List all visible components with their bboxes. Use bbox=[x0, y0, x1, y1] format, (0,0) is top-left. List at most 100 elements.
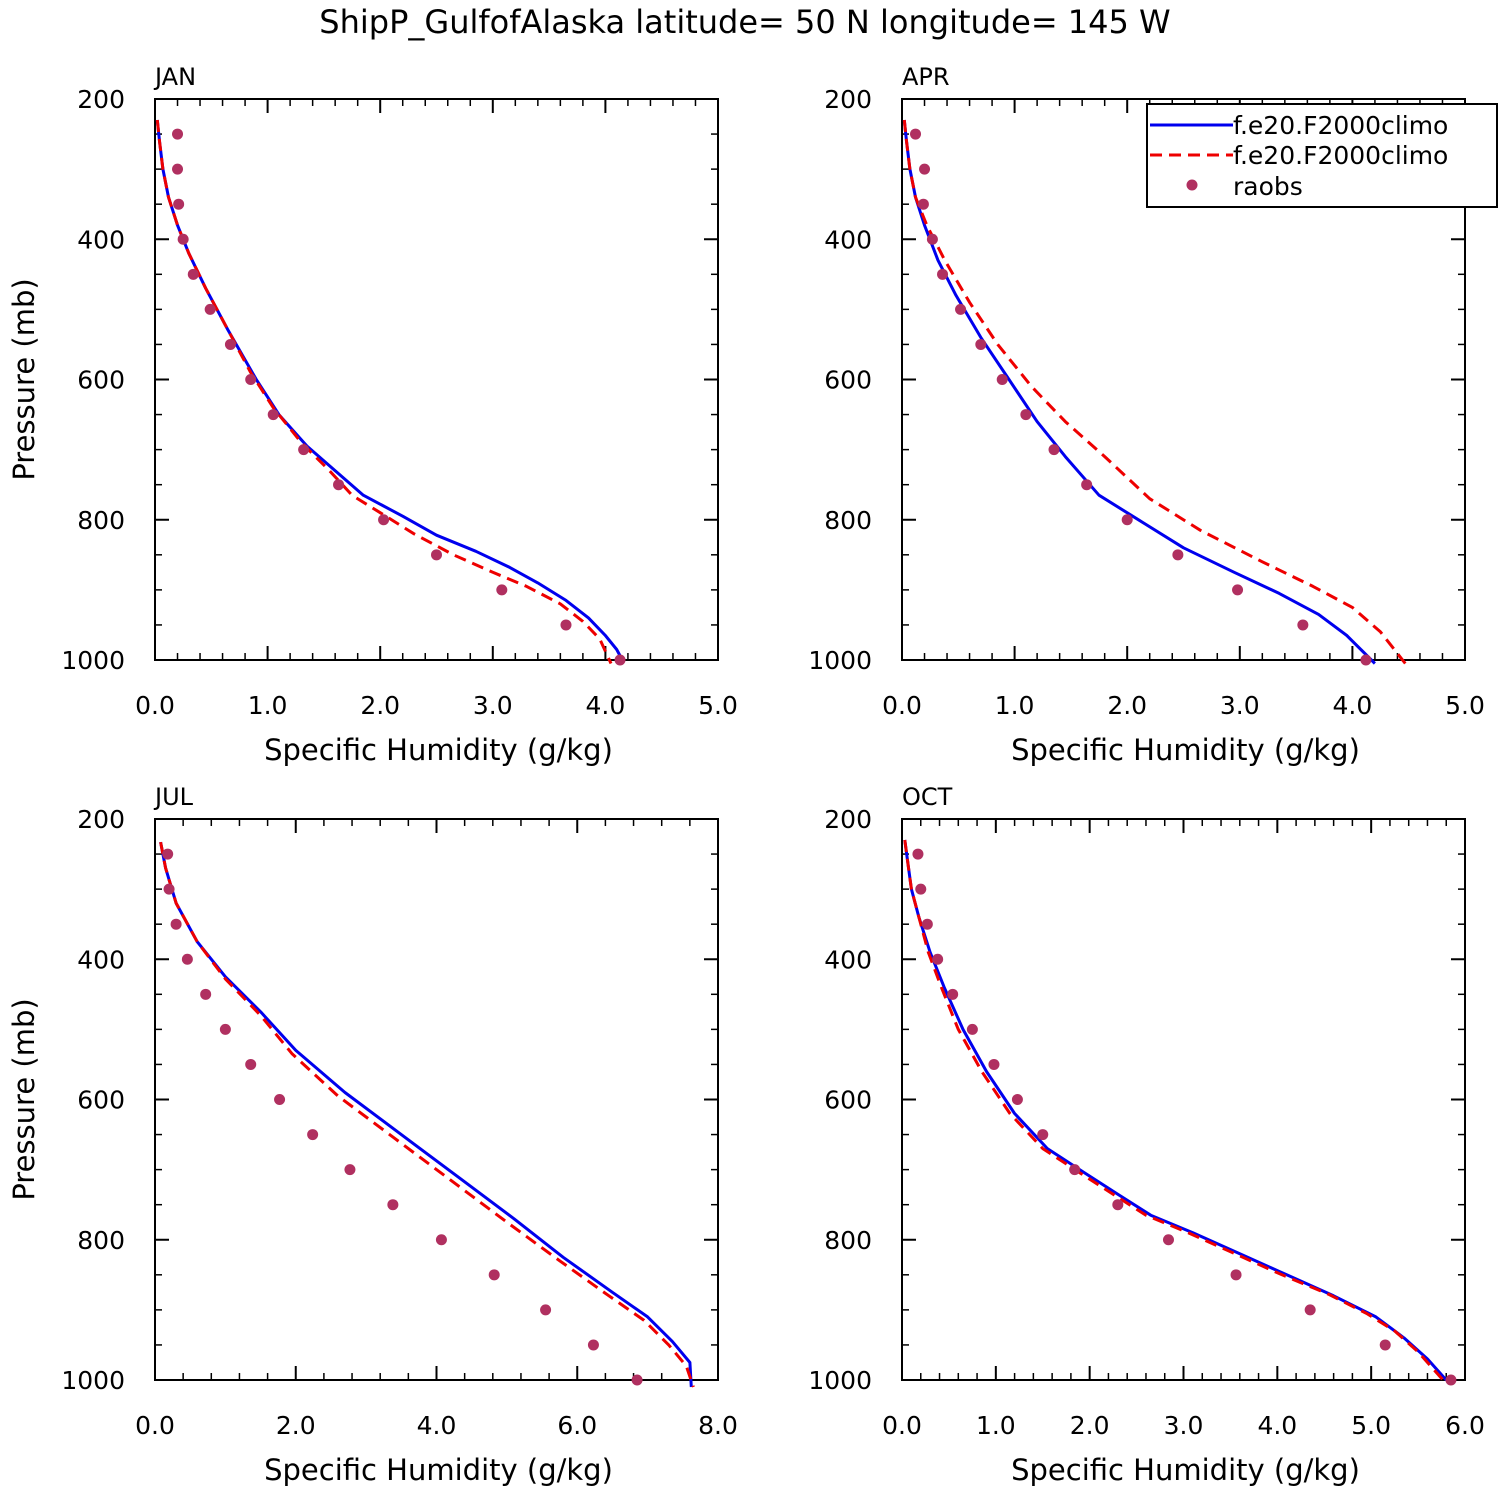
raobs-point bbox=[163, 883, 175, 895]
panel-title: OCT bbox=[902, 783, 953, 811]
panel-title: APR bbox=[902, 63, 950, 91]
x-tick-label: 0.0 bbox=[882, 1411, 922, 1440]
raobs-point bbox=[966, 1023, 978, 1035]
x-tick-label: 2.0 bbox=[1070, 1411, 1110, 1440]
raobs-point bbox=[988, 1058, 1000, 1070]
panel-title: JUL bbox=[153, 783, 194, 811]
raobs-point bbox=[307, 1129, 319, 1141]
panel-apr: 0.0 1.0 2.0 3.0 4.0 5.0 200 400 600 800 1000 Specif… bbox=[808, 63, 1485, 767]
raobs-point bbox=[173, 198, 185, 210]
raobs-point bbox=[245, 374, 257, 385]
y-tick-label: 400 bbox=[824, 225, 872, 254]
figure-title: ShipP_GulfofAlaska latitude= 50 N longit… bbox=[319, 3, 1170, 41]
y-tick-label: 1000 bbox=[808, 1366, 872, 1395]
plot-frame bbox=[154, 98, 719, 661]
raobs-point bbox=[1379, 1339, 1391, 1351]
raobs-point bbox=[1011, 1094, 1023, 1105]
raobs-point bbox=[937, 268, 949, 280]
x-tick-label: 1.0 bbox=[248, 691, 288, 720]
x-tick-label: 2.0 bbox=[1107, 691, 1147, 720]
x-tick-label: 8.0 bbox=[698, 1411, 738, 1440]
raobs-point bbox=[387, 1199, 399, 1211]
raobs-point bbox=[996, 374, 1008, 385]
raobs-point bbox=[540, 1304, 552, 1316]
y-tick-label: 400 bbox=[77, 225, 125, 254]
y-axis-label: Pressure (mb) bbox=[7, 278, 41, 480]
raobs-point bbox=[431, 549, 442, 561]
x-tick-label: 4.0 bbox=[1257, 1411, 1297, 1440]
x-axis-label: Specific Humidity (g/kg) bbox=[264, 1453, 613, 1487]
raobs-point bbox=[1297, 619, 1309, 631]
x-axis-label: Specific Humidity (g/kg) bbox=[1011, 733, 1360, 767]
legend-box bbox=[1146, 103, 1498, 208]
series-line-model-2 bbox=[159, 841, 695, 1388]
raobs-point bbox=[915, 883, 927, 895]
y-tick-label: 200 bbox=[77, 805, 125, 834]
raobs-point bbox=[162, 848, 174, 860]
raobs-point bbox=[333, 479, 345, 491]
raobs-point bbox=[267, 409, 279, 421]
raobs-point bbox=[1172, 549, 1184, 561]
y-tick-label: 1000 bbox=[808, 646, 872, 675]
series-line-model-2 bbox=[902, 119, 1407, 665]
x-tick-label: 4.0 bbox=[417, 1411, 457, 1440]
raobs-point bbox=[219, 1023, 231, 1035]
y-tick-label: 800 bbox=[824, 1226, 872, 1255]
x-axis-label: Specific Humidity (g/kg) bbox=[264, 733, 613, 767]
y-tick-label: 800 bbox=[77, 506, 125, 535]
y-tick-label: 200 bbox=[824, 805, 872, 834]
raobs-point bbox=[187, 268, 199, 280]
y-tick-label: 400 bbox=[824, 945, 872, 974]
y-tick-label: 600 bbox=[824, 366, 872, 395]
y-tick-label: 200 bbox=[77, 85, 125, 114]
raobs-point bbox=[177, 233, 189, 245]
raobs-point bbox=[1037, 1129, 1049, 1141]
x-tick-label: 0.0 bbox=[882, 691, 922, 720]
raobs-point bbox=[488, 1269, 500, 1281]
raobs-point bbox=[1230, 1269, 1242, 1281]
raobs-point bbox=[631, 1374, 643, 1386]
raobs-point bbox=[298, 444, 310, 456]
raobs-point bbox=[224, 338, 236, 350]
x-tick-label: 3.0 bbox=[1164, 1411, 1204, 1440]
raobs-point bbox=[172, 128, 184, 140]
raobs-point bbox=[204, 303, 216, 315]
raobs-point bbox=[1048, 444, 1060, 456]
legend-label-raobs: raobs bbox=[1233, 172, 1303, 201]
legend: f.e20.F2000climo f.e20.F2000climo raobs bbox=[1146, 103, 1498, 208]
series-line-model-2 bbox=[903, 839, 1448, 1385]
raobs-point bbox=[955, 303, 967, 315]
x-axis-label: Specific Humidity (g/kg) bbox=[1011, 1453, 1360, 1487]
raobs-point bbox=[274, 1094, 286, 1105]
raobs-point bbox=[1020, 409, 1032, 421]
y-tick-label: 400 bbox=[77, 945, 125, 974]
raobs-point bbox=[917, 198, 929, 210]
raobs-point bbox=[921, 918, 933, 930]
raobs-point bbox=[1162, 1234, 1174, 1246]
raobs-point bbox=[496, 584, 508, 596]
raobs-point bbox=[587, 1339, 599, 1351]
raobs-point bbox=[560, 619, 572, 631]
raobs-point bbox=[245, 1058, 257, 1070]
x-tick-label: 2.0 bbox=[360, 691, 400, 720]
raobs-point bbox=[1112, 1199, 1124, 1211]
x-tick-label: 3.0 bbox=[1220, 691, 1260, 720]
raobs-point bbox=[1232, 584, 1244, 596]
raobs-point bbox=[1081, 479, 1093, 491]
panel-title: JAN bbox=[153, 63, 196, 91]
panel-jul: 0.0 2.0 4.0 6.0 8.0 200 400 600 800 1000 Specific … bbox=[7, 783, 738, 1487]
x-tick-label: 0.0 bbox=[135, 1411, 175, 1440]
series-line-model-1 bbox=[903, 839, 1448, 1381]
x-tick-label: 6.0 bbox=[557, 1411, 597, 1440]
raobs-point bbox=[1069, 1164, 1081, 1176]
y-tick-label: 1000 bbox=[61, 1366, 125, 1395]
legend-label-model-1: f.e20.F2000climo bbox=[1233, 111, 1448, 140]
series-line-model-2 bbox=[155, 119, 613, 665]
raobs-point bbox=[172, 163, 184, 175]
raobs-point bbox=[344, 1164, 356, 1176]
x-tick-label: 6.0 bbox=[1445, 1411, 1485, 1440]
y-tick-label: 600 bbox=[77, 366, 125, 395]
x-tick-label: 5.0 bbox=[698, 691, 738, 720]
y-tick-label: 200 bbox=[824, 85, 872, 114]
raobs-point bbox=[435, 1234, 447, 1246]
